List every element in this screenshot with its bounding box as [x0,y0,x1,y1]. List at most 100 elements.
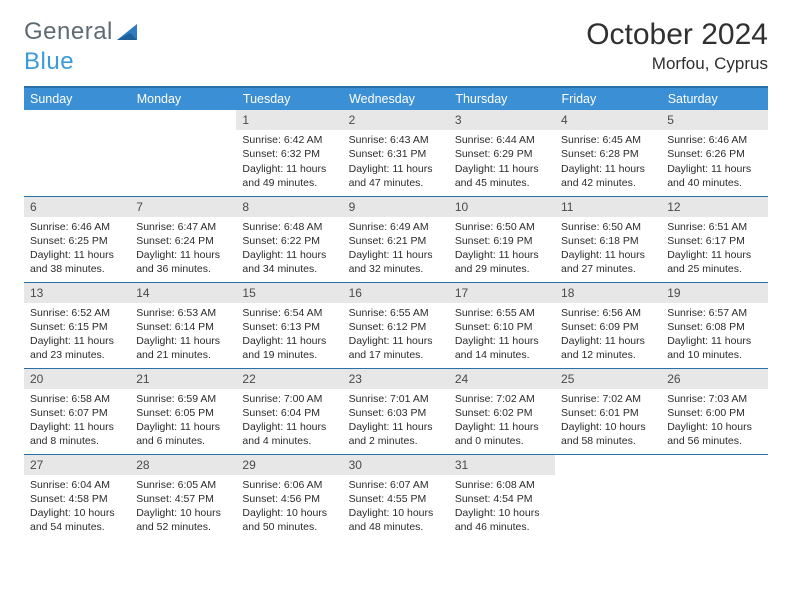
sunset-line: Sunset: 6:03 PM [349,407,427,419]
day-body: Sunrise: 6:06 AM Sunset: 4:56 PM Daylight:… [236,475,342,539]
month-title: October 2024 [586,18,768,52]
daylight-line: Daylight: 11 hours and 4 minutes. [242,421,326,447]
calendar-cell: 14Sunrise: 6:53 AMSunset: 6:14 PMDayligh… [130,282,236,368]
day-number: 1 [236,110,342,130]
calendar-cell: 26Sunrise: 7:03 AMSunset: 6:00 PMDayligh… [661,368,767,454]
calendar-cell: 23Sunrise: 7:01 AMSunset: 6:03 PMDayligh… [343,368,449,454]
sunrise-line: Sunrise: 6:46 AM [30,221,110,233]
weekday-header: Wednesday [343,87,449,110]
calendar-row: 13Sunrise: 6:52 AMSunset: 6:15 PMDayligh… [24,282,768,368]
calendar-row: 1 Sunrise: 6:42 AM Sunset: 6:32 PM Daylight… [24,110,768,196]
calendar-cell: 31Sunrise: 6:08 AMSunset: 4:54 PMDayligh… [449,454,555,540]
day-body: Sunrise: 6:46 AM Sunset: 6:25 PM Daylight:… [24,217,130,281]
sunrise-line: Sunrise: 6:56 AM [561,307,641,319]
day-number: 15 [236,283,342,303]
sunset-line: Sunset: 6:18 PM [561,235,639,247]
calendar-cell: 12Sunrise: 6:51 AMSunset: 6:17 PMDayligh… [661,196,767,282]
day-number: 16 [343,283,449,303]
day-body: Sunrise: 6:44 AMSunset: 6:29 PMDaylight:… [449,130,555,194]
day-body: Sunrise: 6:54 AMSunset: 6:13 PMDaylight:… [236,303,342,367]
day-body: Sunrise: 6:47 AMSunset: 6:24 PMDaylight:… [130,217,236,281]
daylight-line: Daylight: 10 hours and 50 minutes. [242,507,327,533]
logo: General [24,18,141,46]
day-number: 22 [236,369,342,389]
day-number: 28 [130,455,236,475]
day-body: Sunrise: 6:04 AM Sunset: 4:58 PM Daylight:… [24,475,130,539]
sunrise-line: Sunrise: 6:48 AM [242,221,322,233]
calendar-cell: 22Sunrise: 7:00 AMSunset: 6:04 PMDayligh… [236,368,342,454]
day-body: Sunrise: 7:02 AMSunset: 6:02 PMDaylight:… [449,389,555,453]
sunset-line: Sunset: 6:12 PM [349,321,427,333]
logo-text-1: General [24,18,113,46]
sunset-line: Sunset: 4:56 PM [242,493,320,505]
calendar-cell [661,454,767,540]
calendar-cell: 7Sunrise: 6:47 AMSunset: 6:24 PMDaylight… [130,196,236,282]
day-body: Sunrise: 6:59 AMSunset: 6:05 PMDaylight:… [130,389,236,453]
calendar-row: 27Sunrise: 6:04 AMSunset: 4:58 PMDayligh… [24,454,768,540]
day-number: 8 [236,197,342,217]
sunrise-line: Sunrise: 7:02 AM [561,393,641,405]
sunset-line: Sunset: 6:28 PM [561,148,639,160]
day-number: 25 [555,369,661,389]
daylight-line: Daylight: 11 hours and 34 minutes. [242,249,326,275]
calendar-cell: 5Sunrise: 6:46 AMSunset: 6:26 PMDaylight… [661,110,767,196]
day-number: 20 [24,369,130,389]
sunrise-line: Sunrise: 7:01 AM [349,393,429,405]
sunrise-line: Sunrise: 6:47 AM [136,221,216,233]
daylight-line: Daylight: 11 hours and 40 minutes. [667,163,751,189]
calendar-cell: 15Sunrise: 6:54 AMSunset: 6:13 PMDayligh… [236,282,342,368]
daylight-line: Daylight: 10 hours and 52 minutes. [136,507,221,533]
daylight-line: Daylight: 11 hours and 0 minutes. [455,421,539,447]
day-body: Sunrise: 6:08 AMSunset: 4:54 PMDaylight:… [449,475,555,539]
daylight-line: Daylight: 10 hours and 58 minutes. [561,421,646,447]
calendar-cell: 25 Sunrise: 7:02 AM Sunset: 6:01 PM Dayligh… [555,368,661,454]
sunset-line: Sunset: 6:29 PM [455,148,533,160]
day-number: 24 [449,369,555,389]
calendar-cell: 13Sunrise: 6:52 AMSunset: 6:15 PMDayligh… [24,282,130,368]
sunset-line: Sunset: 4:55 PM [349,493,427,505]
calendar-cell: 27Sunrise: 6:04 AMSunset: 4:58 PMDayligh… [24,454,130,540]
sunset-line: Sunset: 6:17 PM [667,235,745,247]
daylight-line: Daylight: 10 hours and 54 minutes. [30,507,115,533]
sunrise-line: Sunrise: 6:57 AM [667,307,747,319]
weekday-header: Saturday [661,87,767,110]
calendar-cell: 10Sunrise: 6:50 AMSunset: 6:19 PMDayligh… [449,196,555,282]
sunset-line: Sunset: 4:54 PM [455,493,533,505]
calendar-cell: 11Sunrise: 6:50 AMSunset: 6:18 PMDayligh… [555,196,661,282]
calendar-cell: 3Sunrise: 6:44 AMSunset: 6:29 PMDaylight… [449,110,555,196]
daylight-line: Daylight: 11 hours and 32 minutes. [349,249,433,275]
sunrise-line: Sunrise: 6:04 AM [30,479,110,491]
day-number: 12 [661,197,767,217]
day-body: Sunrise: 6:58 AMSunset: 6:07 PMDaylight:… [24,389,130,453]
day-number: 2 [343,110,449,130]
sunrise-line: Sunrise: 6:50 AM [455,221,535,233]
daylight-line: Daylight: 11 hours and 17 minutes. [349,335,433,361]
calendar-cell: 2Sunrise: 6:43 AMSunset: 6:31 PMDaylight… [343,110,449,196]
calendar-cell: 20Sunrise: 6:58 AMSunset: 6:07 PMDayligh… [24,368,130,454]
sunset-line: Sunset: 4:58 PM [30,493,108,505]
sunrise-line: Sunrise: 6:06 AM [242,479,322,491]
day-number: 19 [661,283,767,303]
day-body: Sunrise: 6:53 AMSunset: 6:14 PMDaylight:… [130,303,236,367]
sunset-line: Sunset: 6:00 PM [667,407,745,419]
sunrise-line: Sunrise: 7:00 AM [242,393,322,405]
daylight-line: Daylight: 11 hours and 38 minutes. [30,249,114,275]
day-number: 9 [343,197,449,217]
daylight-line: Daylight: 11 hours and 45 minutes. [455,163,539,189]
daylight-line: Daylight: 11 hours and 14 minutes. [455,335,539,361]
sunrise-line: Sunrise: 6:43 AM [349,134,429,146]
location: Morfou, Cyprus [586,54,768,74]
sunset-line: Sunset: 6:32 PM [242,148,320,160]
sunset-line: Sunset: 6:01 PM [561,407,639,419]
day-body: Sunrise: 6:46 AMSunset: 6:26 PMDaylight:… [661,130,767,194]
sunrise-line: Sunrise: 6:42 AM [242,134,322,146]
sunset-line: Sunset: 6:14 PM [136,321,214,333]
day-number: 10 [449,197,555,217]
day-number: 17 [449,283,555,303]
weekday-header: Monday [130,87,236,110]
sunset-line: Sunset: 6:25 PM [30,235,108,247]
sunrise-line: Sunrise: 6:53 AM [136,307,216,319]
day-number: 7 [130,197,236,217]
daylight-line: Daylight: 11 hours and 10 minutes. [667,335,751,361]
daylight-line: Daylight: 10 hours and 46 minutes. [455,507,540,533]
